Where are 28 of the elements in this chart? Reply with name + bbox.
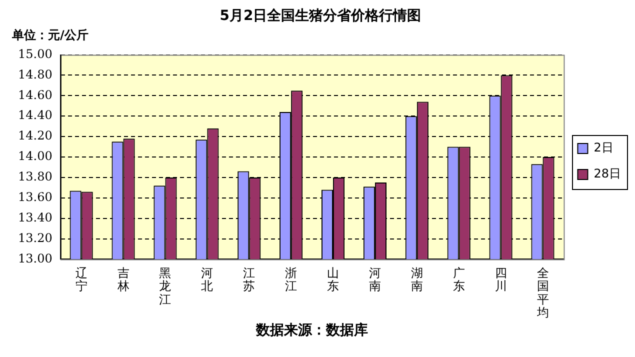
x-tick-label: 黑龙江 <box>159 266 172 306</box>
x-tick-label: 湖南 <box>410 266 423 294</box>
y-tick-label: 13.20 <box>18 230 52 245</box>
chart-title: 5月2日全国生猪分省价格行情图 <box>220 8 422 24</box>
x-tick-label: 河南 <box>368 266 381 294</box>
y-axis-title: 单位：元/公斤 <box>11 28 88 42</box>
x-tick-label: 吉林 <box>116 266 130 294</box>
x-tick-label: 山东 <box>327 266 340 294</box>
y-tick-label: 13.80 <box>18 170 52 184</box>
x-tick-label: 河北 <box>201 266 214 294</box>
x-tick-label: 浙江 <box>285 266 298 294</box>
y-tick-label: 14.40 <box>18 108 52 122</box>
y-tick-label: 14.00 <box>18 149 52 164</box>
y-tick-label: 13.00 <box>18 251 52 266</box>
source-note: 数据来源：数据库 <box>255 322 368 339</box>
x-tick-label: 江苏 <box>243 266 256 294</box>
x-tick-label: 广东 <box>452 266 465 294</box>
y-tick-label: 14.60 <box>18 88 52 102</box>
y-tick-label: 13.60 <box>18 190 52 204</box>
x-tick-label: 全国平均 <box>536 266 549 320</box>
legend-label: 2日 <box>594 140 614 155</box>
y-tick-label: 14.80 <box>18 67 52 82</box>
y-tick-label: 15.00 <box>18 46 52 61</box>
y-tick-label: 13.40 <box>18 210 52 224</box>
x-tick-label: 四川 <box>494 266 507 294</box>
x-tick-label: 辽宁 <box>75 266 88 294</box>
legend-label: 28日 <box>594 166 622 181</box>
y-tick-label: 14.20 <box>18 128 52 143</box>
